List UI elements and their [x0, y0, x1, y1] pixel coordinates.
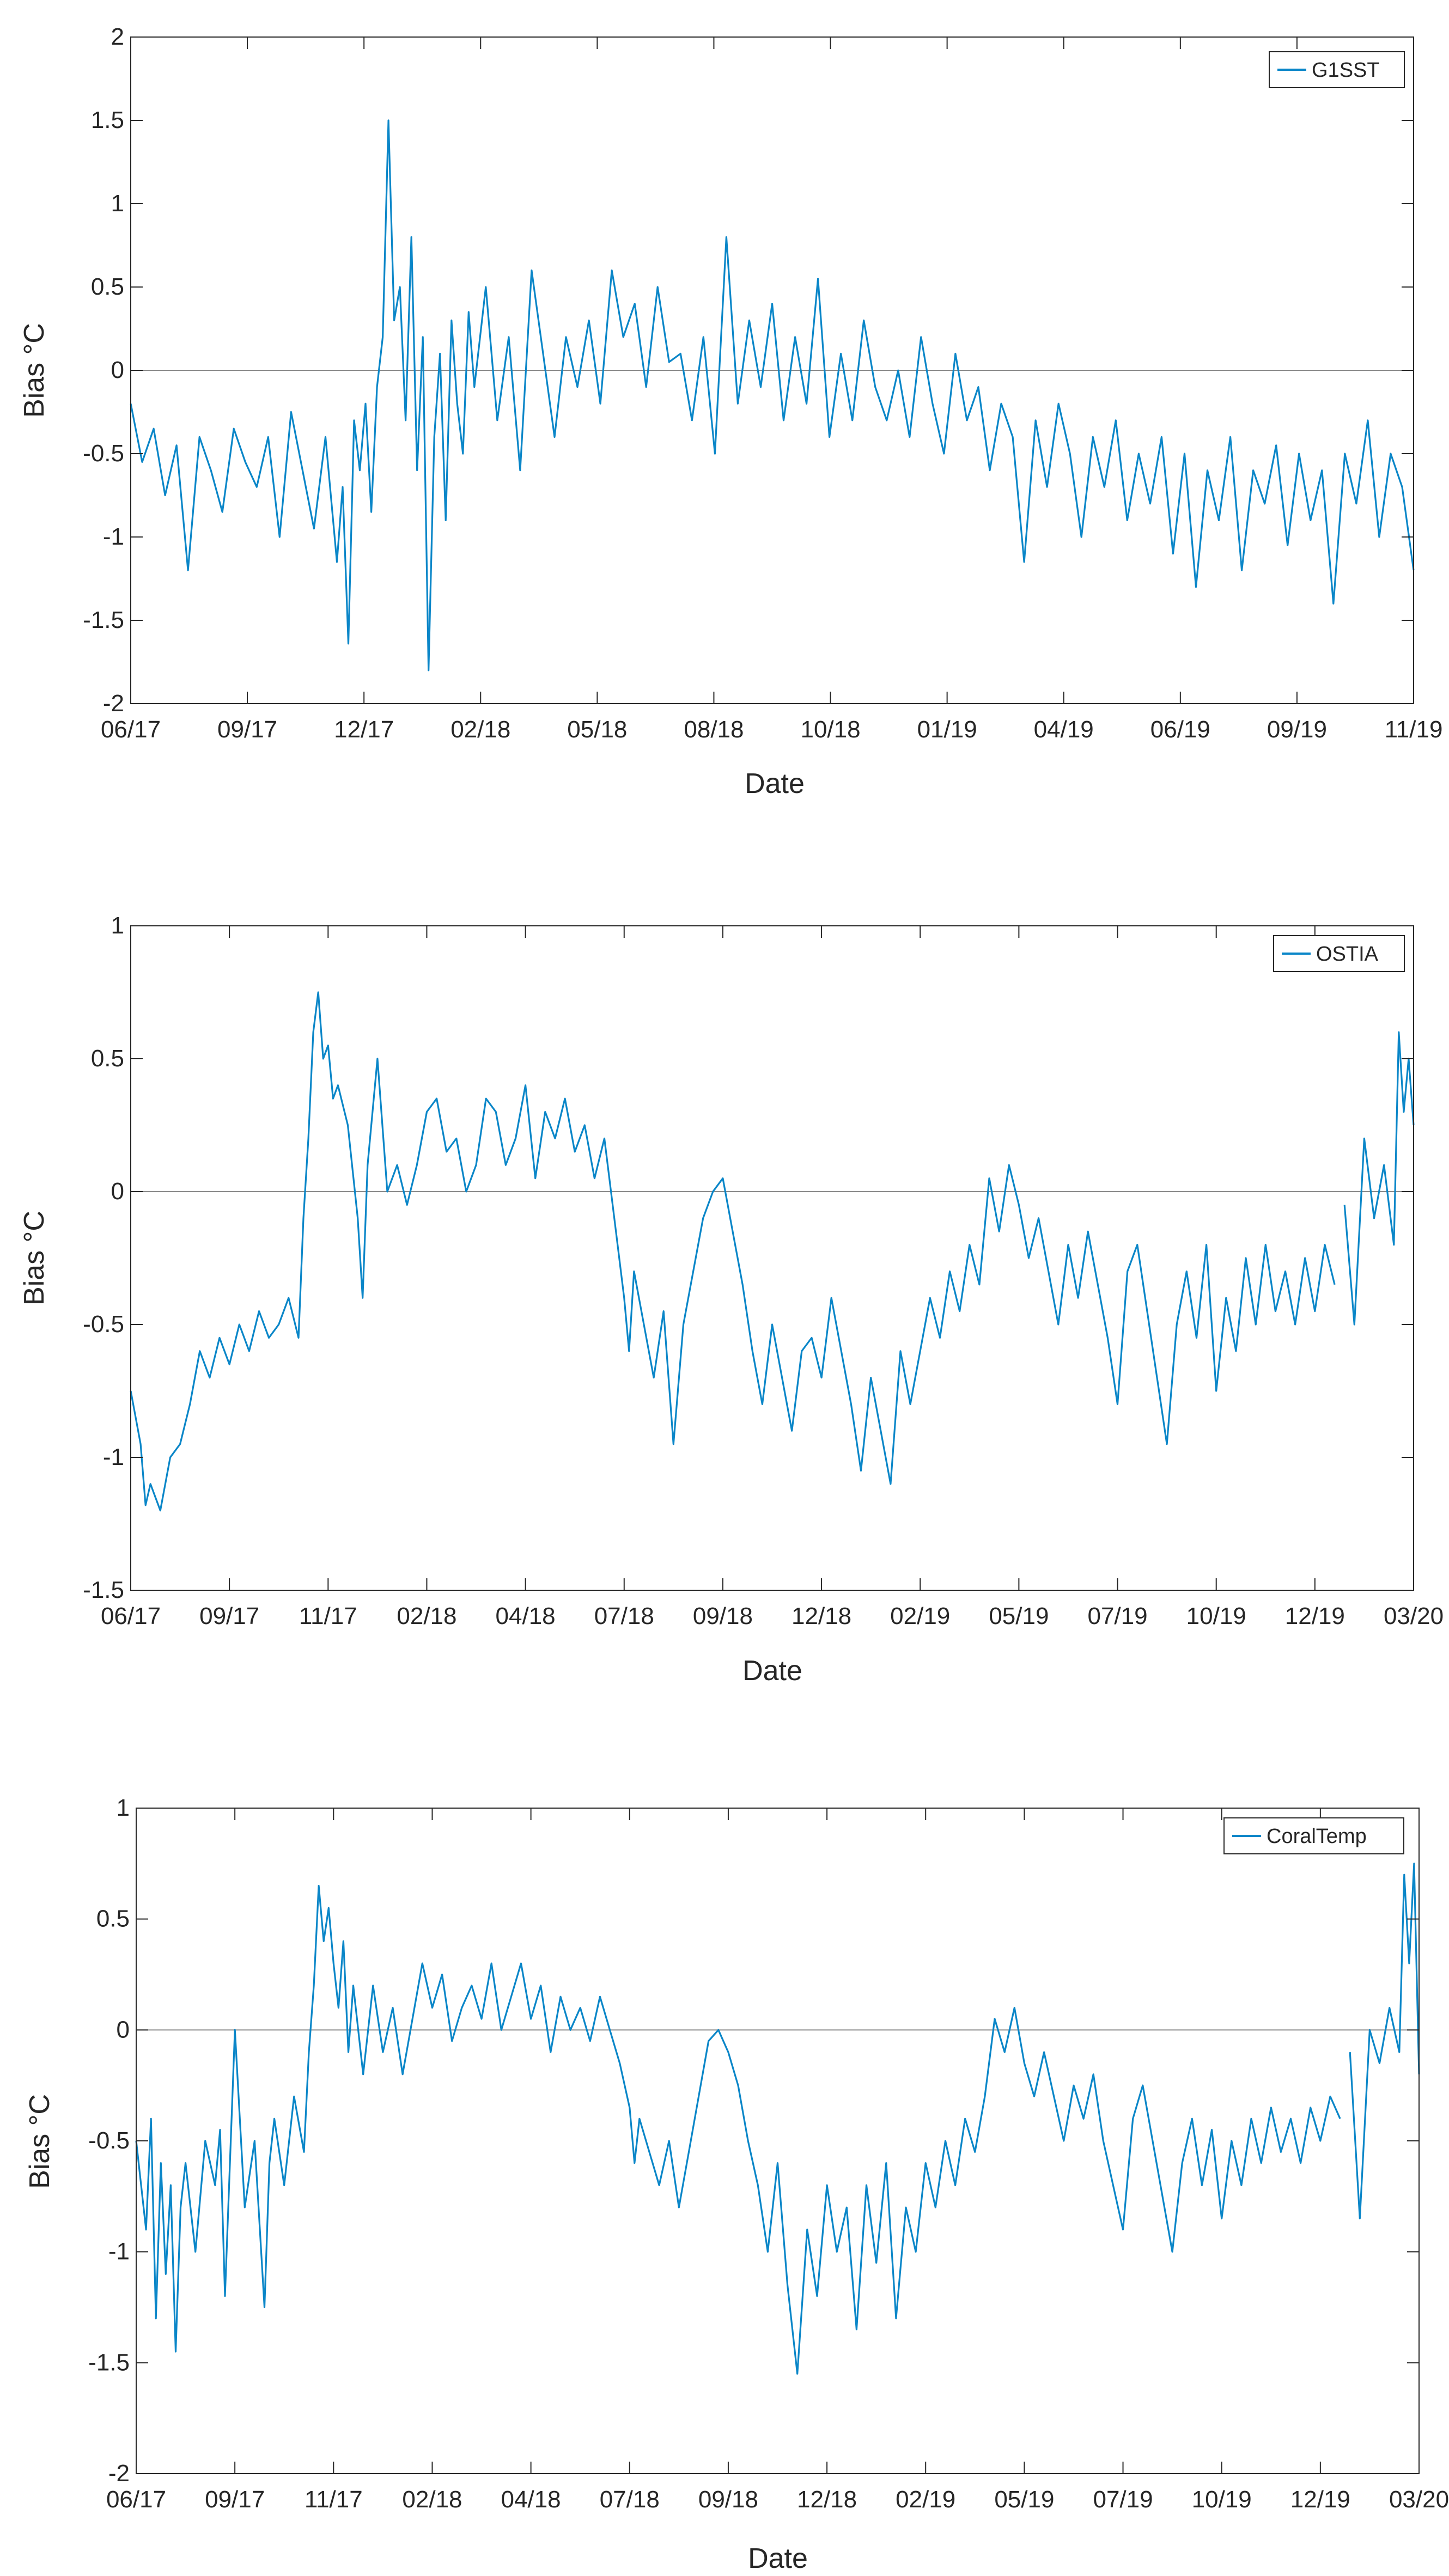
x-tick-label: 09/18 — [693, 1603, 753, 1629]
plot-area: -2 -1.5 -1 -0.5 0 0.5 1 06/17 09/17 11/17 02/18 04/… — [88, 1794, 1449, 2513]
x-tick-label: 05/19 — [989, 1603, 1049, 1629]
x-axis-title: Date — [748, 2543, 808, 2574]
chart-panel-ostia: -1.5 -1 -0.5 0 0.5 1 06/17 09/17 11/17 02/18 04/18… — [19, 912, 1444, 1687]
y-tick-label: 0 — [111, 357, 124, 383]
y-tick-label: 0 — [111, 1178, 124, 1205]
x-tick-label: 12/18 — [792, 1603, 851, 1629]
x-tick-label: 07/19 — [1093, 2486, 1153, 2513]
x-tick-label: 03/20 — [1389, 2486, 1449, 2513]
plot-area: -2 -1.5 -1 -0.5 0 0.5 1 1.5 2 06/17 09/17 12/17 02/1… — [83, 23, 1442, 743]
y-tick-label: -1.5 — [83, 607, 124, 633]
series-line-coraltemp — [1349, 1863, 1420, 2220]
y-tick-label: -1 — [108, 2238, 130, 2265]
y-tick-label: -1.5 — [88, 2349, 130, 2376]
x-tick-label: 12/19 — [1285, 1603, 1345, 1629]
x-tick-label: 01/19 — [917, 716, 977, 743]
axes-box — [130, 925, 1414, 1591]
x-tick-label: 02/18 — [397, 1603, 456, 1629]
y-tick-label: -1.5 — [83, 1577, 124, 1603]
series-line-ostia — [1343, 1031, 1415, 1326]
y-tick-label: 1.5 — [91, 107, 124, 133]
y-tick-label: 0.5 — [91, 1045, 124, 1072]
x-tick-label: 04/19 — [1034, 716, 1094, 743]
x-tick-label: 11/19 — [1385, 716, 1443, 743]
x-tick-label: 08/18 — [684, 716, 744, 743]
series-line-ostia — [130, 991, 1336, 1512]
legend: G1SST — [1269, 51, 1405, 88]
x-tick-label: 10/18 — [800, 716, 860, 743]
x-tick-label: 02/18 — [402, 2486, 462, 2513]
x-tick-label: 04/18 — [501, 2486, 561, 2513]
x-tick-label: 05/18 — [567, 716, 627, 743]
x-tick-label: 06/17 — [101, 716, 161, 743]
y-tick-label: 0 — [117, 2016, 130, 2043]
x-tick-label: 02/19 — [890, 1603, 950, 1629]
chart-panel-coraltemp: -2 -1.5 -1 -0.5 0 0.5 1 06/17 09/17 11/17 02/18 04/… — [24, 1794, 1449, 2574]
x-tick-label: 09/19 — [1267, 716, 1327, 743]
legend-label: OSTIA — [1316, 943, 1379, 966]
x-axis-title: Date — [742, 1655, 802, 1687]
x-tick-label: 07/18 — [594, 1603, 654, 1629]
x-tick-label: 07/18 — [600, 2486, 660, 2513]
legend-label: CoralTemp — [1267, 1825, 1367, 1848]
y-axis-title: Bias °C — [24, 2094, 56, 2189]
y-tick-label: -0.5 — [83, 440, 124, 467]
x-tick-label: 09/18 — [698, 2486, 758, 2513]
plot-area: -1.5 -1 -0.5 0 0.5 1 06/17 09/17 11/17 02/18 04/18… — [83, 912, 1444, 1629]
y-tick-label: 1 — [117, 1794, 130, 1821]
x-tick-label: 06/17 — [106, 2486, 166, 2513]
y-tick-label: -2 — [108, 2460, 130, 2487]
y-tick-label: 0.5 — [96, 1906, 130, 1932]
x-tick-label: 12/18 — [797, 2486, 857, 2513]
x-tick-label: 11/17 — [305, 2486, 363, 2513]
x-tick-label: 12/19 — [1290, 2486, 1350, 2513]
legend: OSTIA — [1273, 935, 1405, 972]
series-line-coraltemp — [135, 1885, 1341, 2375]
x-axis-title: Date — [745, 768, 805, 799]
y-tick-label: -2 — [103, 690, 124, 717]
legend-label: G1SST — [1312, 59, 1380, 82]
y-tick-label: -1 — [103, 1444, 124, 1470]
y-tick-label: 1 — [111, 190, 124, 217]
x-tick-label: 10/19 — [1192, 2486, 1252, 2513]
y-tick-label: -0.5 — [83, 1311, 124, 1338]
legend: CoralTemp — [1223, 1817, 1404, 1854]
y-axis-title: Bias °C — [19, 1211, 50, 1305]
x-tick-label: 07/19 — [1087, 1603, 1147, 1629]
x-tick-label: 04/18 — [496, 1603, 556, 1629]
x-tick-label: 09/17 — [205, 2486, 265, 2513]
x-tick-label: 06/17 — [101, 1603, 161, 1629]
x-tick-label: 06/19 — [1150, 716, 1210, 743]
y-tick-label: -0.5 — [88, 2127, 130, 2154]
x-tick-label: 05/19 — [994, 2486, 1054, 2513]
series-line-g1sst — [130, 119, 1415, 672]
y-tick-label: 1 — [111, 912, 124, 939]
y-tick-label: 0.5 — [91, 273, 124, 300]
x-tick-label: 12/17 — [334, 716, 394, 743]
x-tick-label: 11/17 — [299, 1603, 357, 1629]
x-tick-label: 02/19 — [896, 2486, 955, 2513]
chart-panel-g1sst: -2 -1.5 -1 -0.5 0 0.5 1 1.5 2 06/17 09/17 12/17 02/1… — [19, 23, 1442, 799]
x-tick-label: 03/20 — [1384, 1603, 1444, 1629]
y-tick-label: 2 — [111, 23, 124, 50]
x-tick-label: 02/18 — [450, 716, 510, 743]
x-tick-label: 09/17 — [217, 716, 277, 743]
x-tick-label: 10/19 — [1186, 1603, 1246, 1629]
x-tick-label: 09/17 — [199, 1603, 259, 1629]
y-tick-label: -1 — [103, 523, 124, 550]
y-axis-title: Bias °C — [19, 323, 50, 418]
